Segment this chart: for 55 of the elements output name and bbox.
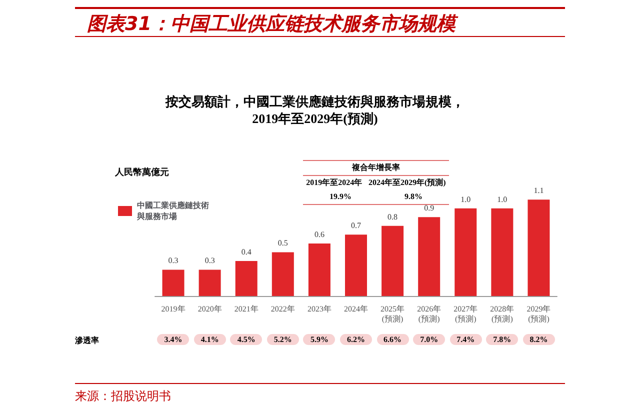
bar: [198, 270, 221, 296]
chart-subtitle: 按交易額計，中國工業供應鏈技術與服務市場規模， 2019年至2029年(預測): [164, 93, 466, 127]
text: 2019年至2024年: [306, 177, 362, 189]
bar: [308, 243, 330, 296]
legend-label: 中國工業供應鏈技術與服務市場: [136, 200, 209, 221]
bar: [272, 252, 294, 296]
text: 7.0%: [413, 334, 446, 345]
text: 4.5%: [230, 334, 262, 345]
x-tick-label: 2025年 (預測): [380, 304, 405, 324]
data-label: 1.1: [534, 186, 544, 196]
x-tick-label: 2028年 (預測): [490, 304, 514, 324]
data-label: 0.6: [314, 230, 324, 239]
x-tick-label: 2027年 (預測): [454, 304, 478, 324]
text: 3.4%: [157, 334, 190, 345]
data-label: 0.8: [388, 212, 398, 222]
data-label: 0.9: [424, 204, 434, 213]
annotation: 9.8%: [404, 191, 422, 203]
text: 4.1%: [194, 334, 226, 345]
annotation: 19.9%: [330, 191, 352, 203]
x-tick-label: 2022年: [270, 304, 295, 314]
x-tick-label: 2024年: [344, 304, 368, 314]
text: 5.9%: [303, 334, 336, 345]
bar: [418, 217, 440, 296]
text: 7.4%: [450, 334, 482, 345]
x-tick-label: 2019年: [161, 304, 186, 314]
data-label: 0.7: [351, 221, 361, 230]
text: 2024年至2029年(預測): [368, 177, 446, 189]
bar: [345, 234, 367, 296]
y-axis-title: 人民幣萬億元: [115, 166, 169, 179]
bar: [454, 208, 477, 296]
x-tick-label: 2021年: [234, 304, 258, 314]
text: 複合年增長率: [350, 162, 401, 174]
text: 8.2%: [522, 334, 555, 345]
source-note: 来源：招股说明书: [75, 383, 565, 405]
text: 7.8%: [486, 334, 518, 345]
bar: [235, 260, 258, 296]
chart-title: 图表31：中国工业供应链技术服务市场规模: [75, 7, 565, 37]
data-label: 0.3: [204, 256, 215, 266]
x-tick-label: 2029年 (預測): [526, 304, 551, 324]
x-tick-label: 2026年 (預測): [417, 304, 442, 324]
text: 6.2%: [340, 334, 372, 345]
bar: [382, 226, 404, 296]
data-label: 1.0: [460, 194, 471, 204]
text: 6.6%: [376, 334, 409, 345]
text: 5.2%: [266, 334, 299, 345]
data-label: 0.3: [168, 256, 178, 266]
bar: [491, 208, 514, 296]
bar: [162, 270, 184, 296]
data-label: 1.0: [497, 194, 508, 204]
bar: [528, 200, 550, 296]
data-label: 0.5: [278, 238, 288, 248]
data-label: 0.4: [241, 247, 252, 256]
x-tick-label: 2020年: [198, 304, 222, 314]
text: 滲透率: [75, 335, 99, 346]
x-tick-label: 2023年: [307, 304, 332, 314]
